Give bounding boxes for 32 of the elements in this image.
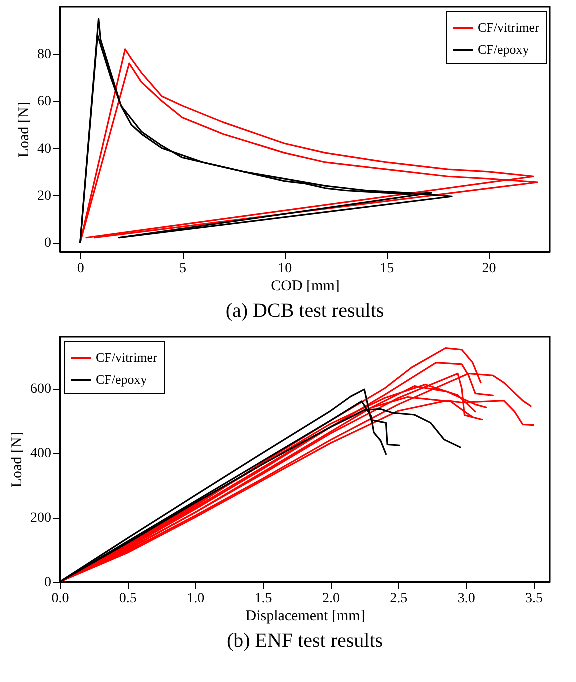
x-axis-title: COD [mm] bbox=[271, 278, 340, 294]
x-axis-title: Displacement [mm] bbox=[246, 608, 366, 624]
x-tick-label: 3.5 bbox=[526, 592, 544, 606]
x-tick-label: 3.0 bbox=[458, 592, 476, 606]
y-tick-label: 400 bbox=[30, 446, 52, 462]
x-tick-label: 20 bbox=[482, 262, 496, 276]
legend-label: CF/vitrimer bbox=[96, 350, 158, 365]
y-tick-label: 80 bbox=[38, 48, 52, 63]
y-axis-title: Load [N] bbox=[16, 102, 32, 158]
x-tick-label: 0.5 bbox=[119, 592, 137, 606]
text: (b) ENF test results bbox=[226, 630, 384, 652]
legend-label: CF/vitrimer bbox=[478, 20, 540, 35]
legend-label: CF/epoxy bbox=[96, 372, 148, 387]
y-tick-label: 60 bbox=[38, 94, 52, 110]
y-tick-label: 40 bbox=[38, 142, 52, 157]
y-tick-label: 0 bbox=[44, 236, 52, 252]
x-tick-label: 2.5 bbox=[390, 592, 408, 606]
x-tick-label: 0.0 bbox=[52, 592, 70, 606]
x-tick-label: 1.0 bbox=[187, 592, 205, 606]
y-axis-title: Load [N] bbox=[10, 432, 26, 488]
y-tick-label: 0 bbox=[44, 576, 52, 590]
legend-label: CF/epoxy bbox=[478, 42, 530, 57]
y-tick-label: 200 bbox=[30, 511, 52, 526]
x-tick-label: 15 bbox=[380, 262, 394, 276]
y-tick-label: 600 bbox=[30, 382, 52, 398]
y-tick-label: 20 bbox=[38, 188, 52, 204]
x-tick-label: 2.0 bbox=[322, 592, 340, 606]
x-tick-label: 1.5 bbox=[254, 592, 272, 606]
text: (a) DCB test results bbox=[226, 300, 384, 322]
x-tick-label: 5 bbox=[180, 262, 186, 276]
x-tick-label: 0 bbox=[77, 262, 84, 276]
x-tick-label: 10 bbox=[278, 262, 292, 276]
